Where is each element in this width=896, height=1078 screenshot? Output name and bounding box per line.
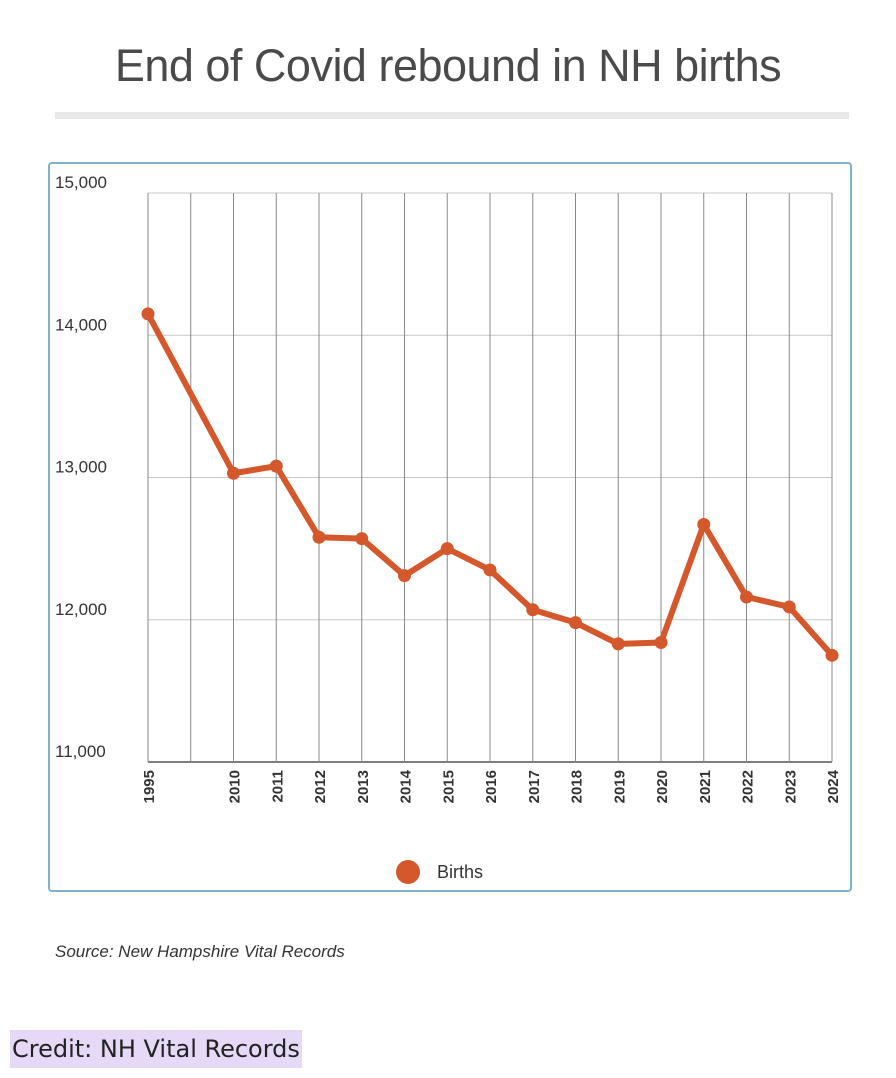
data-point (312, 530, 326, 544)
data-point (782, 600, 796, 614)
series-births (141, 307, 839, 662)
x-tick-label: 2024 (825, 769, 842, 803)
x-tick-label: 2019 (611, 770, 628, 803)
x-tick-label: 2018 (569, 770, 586, 803)
x-tick-label: 2022 (740, 770, 757, 803)
series-line-births (145, 310, 835, 659)
y-tick-label: 11,000 (55, 742, 106, 761)
x-tick-label: 2014 (398, 769, 415, 803)
data-point (141, 307, 155, 321)
line-chart: 11,000 12,000 13,000 14,000 15,000 1995 2010 2… (55, 173, 842, 884)
data-point (569, 616, 582, 630)
data-point (740, 590, 753, 604)
data-point (611, 637, 625, 651)
x-tick-label: 2020 (654, 770, 671, 803)
data-point (825, 648, 839, 662)
credit-caption: Credit: NH Vital Records (10, 1030, 302, 1068)
data-point (398, 569, 411, 583)
y-tick-label: 12,000 (55, 600, 107, 619)
x-tick-label: 2013 (355, 770, 372, 803)
chart-frame (48, 162, 852, 892)
x-tick-label: 2017 (526, 770, 543, 803)
x-gridlines (147, 193, 833, 762)
x-tick-labels: 1995 2010 2011 2012 2013 2014 2015 2016 2017 2018… (141, 769, 842, 803)
x-tick-label: 2023 (782, 770, 799, 803)
data-point (440, 542, 454, 556)
chart-title: End of Covid rebound in NH births (114, 40, 782, 91)
data-point (269, 459, 283, 473)
y-tick-label: 13,000 (55, 458, 107, 477)
data-point (654, 636, 668, 650)
x-tick-label: 2021 (697, 770, 714, 803)
source-note: Source: New Hampshire Vital Records (55, 942, 345, 961)
data-point (227, 466, 240, 480)
y-tick-label: 15,000 (55, 173, 107, 192)
data-point (526, 603, 540, 617)
legend-label-births: Births (437, 862, 483, 882)
x-tick-label: 1995 (141, 770, 158, 803)
x-tick-label: 2015 (440, 770, 457, 803)
data-point (697, 517, 711, 531)
y-tick-labels: 11,000 12,000 13,000 14,000 15,000 (55, 173, 107, 761)
x-tick-label: 2011 (269, 770, 286, 803)
title-divider (55, 112, 849, 119)
data-point (483, 563, 497, 577)
legend-marker-births (396, 860, 420, 884)
x-tick-label: 2012 (312, 770, 329, 803)
data-point (355, 532, 369, 546)
y-tick-label: 14,000 (55, 315, 107, 334)
x-tick-label: 2010 (227, 770, 244, 803)
x-tick-label: 2016 (483, 770, 500, 803)
chart-legend: Births (396, 860, 483, 884)
